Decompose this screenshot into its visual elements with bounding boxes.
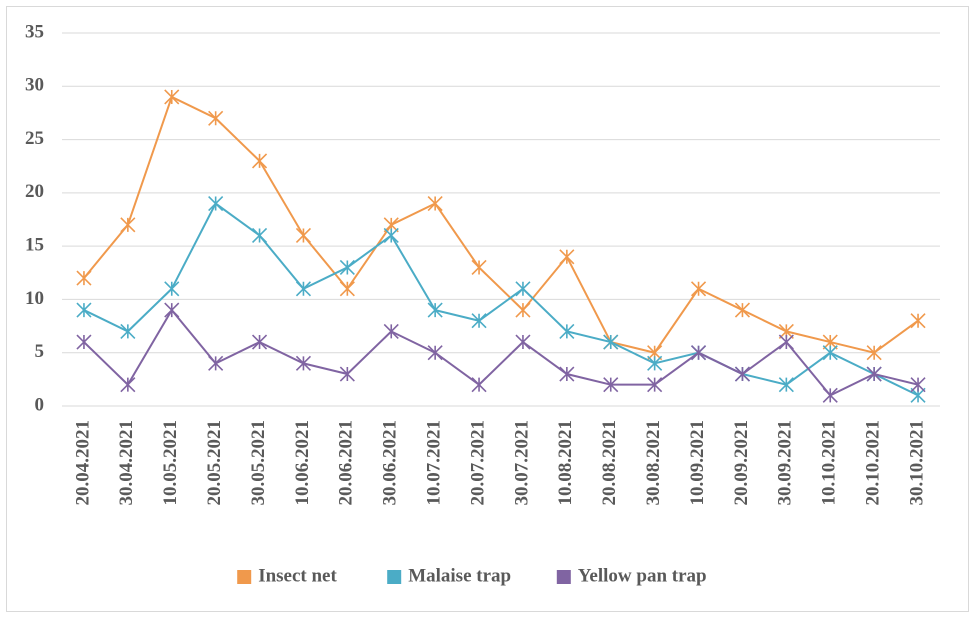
- series-marker: [734, 302, 751, 318]
- x-tick-label: 30.04.2021: [116, 420, 137, 506]
- x-tick-label: 30.09.2021: [775, 420, 796, 506]
- x-tick-label: 30.10.2021: [906, 420, 927, 506]
- y-tick-label: 35: [25, 21, 44, 42]
- series-marker: [383, 323, 399, 339]
- legend-swatch: [556, 570, 571, 584]
- series-marker: [164, 89, 180, 105]
- legend-swatch: [387, 570, 402, 584]
- x-tick-label: 10.08.2021: [555, 420, 576, 506]
- y-tick-label: 15: [25, 235, 44, 256]
- series-marker: [76, 334, 92, 350]
- chart-border: [6, 6, 969, 612]
- series-marker: [339, 366, 355, 382]
- x-tick-label: 20.07.2021: [467, 420, 488, 506]
- series-marker: [647, 355, 663, 371]
- series-marker: [910, 377, 926, 393]
- series-marker: [690, 345, 707, 361]
- x-tick-label: 10.07.2021: [424, 420, 445, 506]
- x-tick-label: 20.09.2021: [731, 420, 752, 506]
- series-marker: [339, 259, 355, 276]
- x-tick-label: 20.05.2021: [204, 420, 225, 506]
- x-tick-label: 30.06.2021: [380, 420, 401, 506]
- series-marker: [515, 334, 531, 350]
- series-marker: [164, 302, 180, 318]
- x-tick-label: 20.08.2021: [599, 420, 620, 506]
- series-marker: [778, 334, 794, 350]
- series-marker: [866, 366, 882, 382]
- series-marker: [734, 366, 751, 382]
- series-marker: [295, 355, 312, 371]
- series-marker: [471, 313, 487, 329]
- y-tick-label: 25: [25, 128, 44, 149]
- series-marker: [76, 302, 92, 318]
- series-marker: [120, 377, 136, 393]
- series-line: [83, 202, 919, 397]
- series-marker: [471, 377, 487, 393]
- series-marker: [778, 377, 794, 393]
- series-marker: [559, 366, 575, 382]
- series-marker: [295, 281, 312, 297]
- series-marker: [603, 377, 619, 393]
- series-marker: [76, 270, 92, 286]
- series-marker: [515, 281, 531, 297]
- y-tick-label: 0: [35, 394, 45, 415]
- series-marker: [120, 323, 136, 339]
- series-marker: [603, 334, 619, 350]
- x-tick-label: 20.04.2021: [72, 420, 93, 506]
- x-tick-label: 10.10.2021: [819, 420, 840, 506]
- legend-label: Yellow pan trap: [578, 565, 707, 586]
- series-marker: [251, 334, 268, 350]
- series-marker: [647, 377, 663, 393]
- series-marker: [471, 259, 487, 276]
- series-marker: [383, 227, 399, 244]
- series-marker: [822, 387, 838, 403]
- series-marker: [251, 227, 268, 244]
- x-tick-label: 10.06.2021: [292, 420, 313, 506]
- series-marker: [427, 195, 443, 212]
- series-marker: [559, 249, 575, 265]
- series-line: [83, 95, 919, 354]
- series-marker: [339, 281, 355, 297]
- series-marker: [295, 227, 312, 244]
- series-line: [83, 308, 919, 397]
- series-marker: [515, 302, 531, 318]
- x-tick-label: 10.09.2021: [687, 420, 708, 506]
- y-tick-label: 30: [25, 75, 44, 96]
- series-marker: [690, 281, 707, 297]
- series-marker: [559, 323, 575, 339]
- x-tick-label: 20.10.2021: [863, 420, 884, 506]
- y-tick-label: 5: [35, 341, 45, 362]
- series-marker: [910, 313, 926, 329]
- x-tick-label: 30.05.2021: [248, 420, 269, 506]
- y-tick-label: 20: [25, 181, 44, 202]
- series-marker: [208, 355, 224, 371]
- y-tick-label: 10: [25, 288, 44, 309]
- series-marker: [164, 281, 180, 297]
- series-marker: [251, 153, 268, 169]
- x-tick-label: 30.07.2021: [511, 420, 532, 506]
- series-marker: [427, 345, 443, 361]
- legend-label: Malaise trap: [408, 565, 511, 586]
- x-tick-label: 10.05.2021: [160, 420, 181, 506]
- legend-swatch: [237, 570, 252, 584]
- series-marker: [866, 345, 882, 361]
- x-tick-label: 30.08.2021: [643, 420, 664, 506]
- series-marker: [120, 217, 136, 233]
- series-marker: [208, 195, 224, 212]
- series-marker: [208, 110, 224, 126]
- series-marker: [822, 345, 838, 361]
- series-marker: [427, 302, 443, 318]
- legend-label: Insect net: [258, 565, 337, 586]
- x-tick-label: 20.06.2021: [336, 420, 357, 506]
